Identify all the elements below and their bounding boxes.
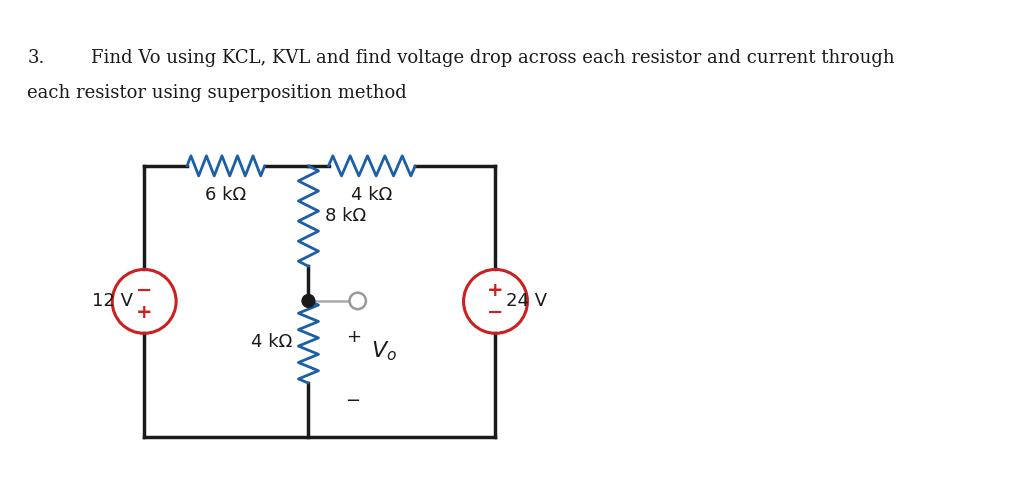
Text: 12 V: 12 V xyxy=(92,292,133,310)
Text: −: − xyxy=(345,391,360,410)
Text: 3.: 3. xyxy=(28,49,45,67)
Text: 4 kΩ: 4 kΩ xyxy=(351,186,392,204)
Text: +: + xyxy=(487,281,504,300)
Text: 4 kΩ: 4 kΩ xyxy=(251,333,292,351)
Text: −: − xyxy=(136,281,153,300)
Text: +: + xyxy=(346,328,360,346)
Text: 8 kΩ: 8 kΩ xyxy=(325,207,366,225)
Text: $V_o$: $V_o$ xyxy=(372,339,397,363)
Text: +: + xyxy=(136,303,153,322)
Text: 6 kΩ: 6 kΩ xyxy=(205,186,247,204)
Text: 24 V: 24 V xyxy=(507,292,548,310)
Text: Find Vo using KCL, KVL and find voltage drop across each resistor and current th: Find Vo using KCL, KVL and find voltage … xyxy=(91,49,895,67)
Text: each resistor using superposition method: each resistor using superposition method xyxy=(28,84,408,102)
Circle shape xyxy=(349,293,366,309)
Text: −: − xyxy=(487,303,504,322)
Circle shape xyxy=(302,295,314,308)
